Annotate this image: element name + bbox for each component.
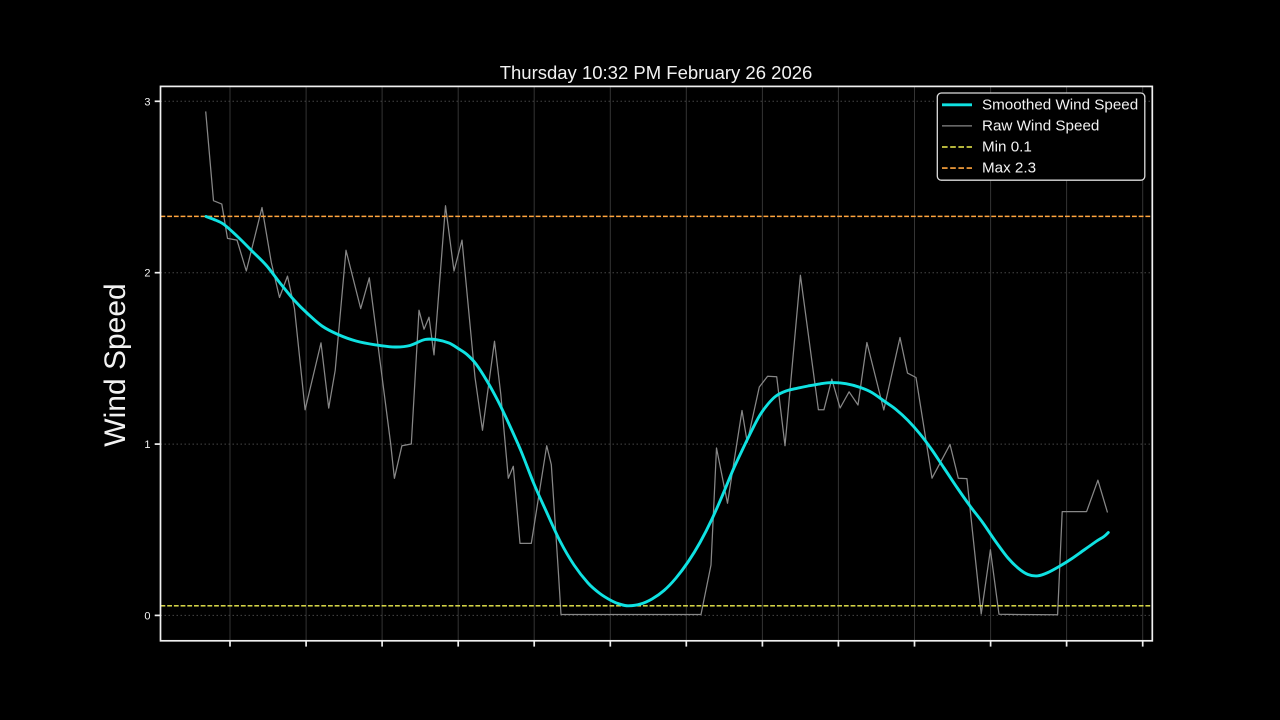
svg-text:Raw Wind Speed: Raw Wind Speed xyxy=(982,117,1099,134)
svg-text:0: 0 xyxy=(144,610,150,622)
svg-text:1: 1 xyxy=(144,439,150,451)
svg-text:2: 2 xyxy=(144,268,150,280)
svg-text:3: 3 xyxy=(144,96,150,108)
svg-text:Smoothed Wind Speed: Smoothed Wind Speed xyxy=(982,96,1138,113)
svg-text:Wind Speed: Wind Speed xyxy=(99,283,132,446)
svg-text:Max 2.3: Max 2.3 xyxy=(982,160,1036,177)
svg-text:Min 0.1: Min 0.1 xyxy=(982,139,1032,156)
svg-text:Thursday 10:32 PM February 26: Thursday 10:32 PM February 26 2026 xyxy=(500,62,813,83)
